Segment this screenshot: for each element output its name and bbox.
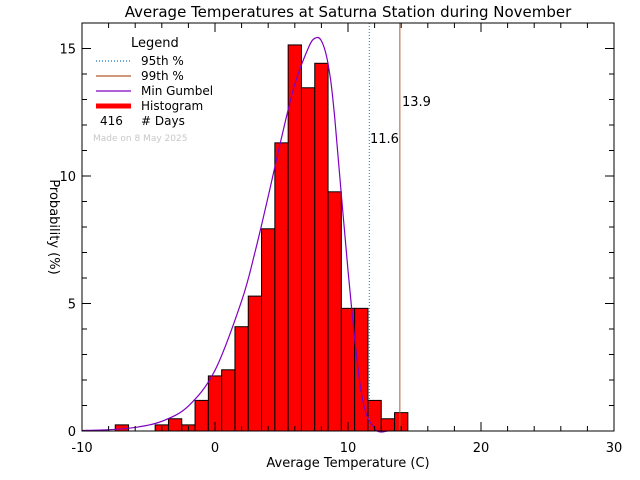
y-tick-label: 10	[59, 170, 76, 185]
chart-title: Average Temperatures at Saturna Station …	[125, 3, 572, 21]
legend-days-count: 416	[100, 114, 123, 128]
legend-title: Legend	[131, 36, 179, 51]
percentile-lines	[368, 23, 401, 431]
y-tick-label: 0	[68, 425, 76, 440]
y-tick-label: 15	[59, 43, 76, 58]
x-tick-label: 30	[606, 441, 623, 456]
histogram-bar	[234, 326, 249, 432]
legend: Legend 95th % 99th % Min Gumbel Histogra…	[93, 36, 213, 144]
x-tick-label: -10	[71, 441, 92, 456]
legend-label-histogram: Histogram	[141, 99, 203, 113]
histogram-bar	[221, 369, 236, 432]
x-tick-label: 20	[473, 441, 490, 456]
made-on-note: Made on 8 May 2025	[93, 134, 187, 144]
legend-days-label: # Days	[141, 114, 185, 128]
legend-label-gumbel: Min Gumbel	[141, 84, 213, 98]
histogram-bar	[314, 62, 329, 432]
histogram-bar	[274, 142, 289, 432]
histogram-bar	[261, 228, 276, 432]
p95-label: 11.6	[370, 132, 399, 147]
gumbel-curve	[81, 36, 389, 433]
x-tick-label: 0	[211, 441, 219, 456]
histogram-bar	[194, 399, 209, 432]
y-tick-label: 5	[68, 298, 76, 313]
histogram-bar	[167, 418, 183, 432]
histogram-bar	[247, 295, 263, 432]
x-axis-label: Average Temperature (C)	[266, 456, 429, 471]
histogram-bar	[340, 307, 356, 432]
legend-label-95: 95th %	[141, 54, 184, 68]
histogram-bar	[327, 191, 342, 432]
histogram-bar	[380, 418, 396, 432]
legend-label-99: 99th %	[141, 69, 184, 83]
p99-label: 13.9	[402, 95, 431, 110]
y-axis-label: Probability (%)	[46, 179, 61, 274]
histogram-bar	[300, 87, 316, 432]
gumbel-curve-layer	[81, 36, 389, 433]
x-tick-label: 10	[340, 441, 357, 456]
